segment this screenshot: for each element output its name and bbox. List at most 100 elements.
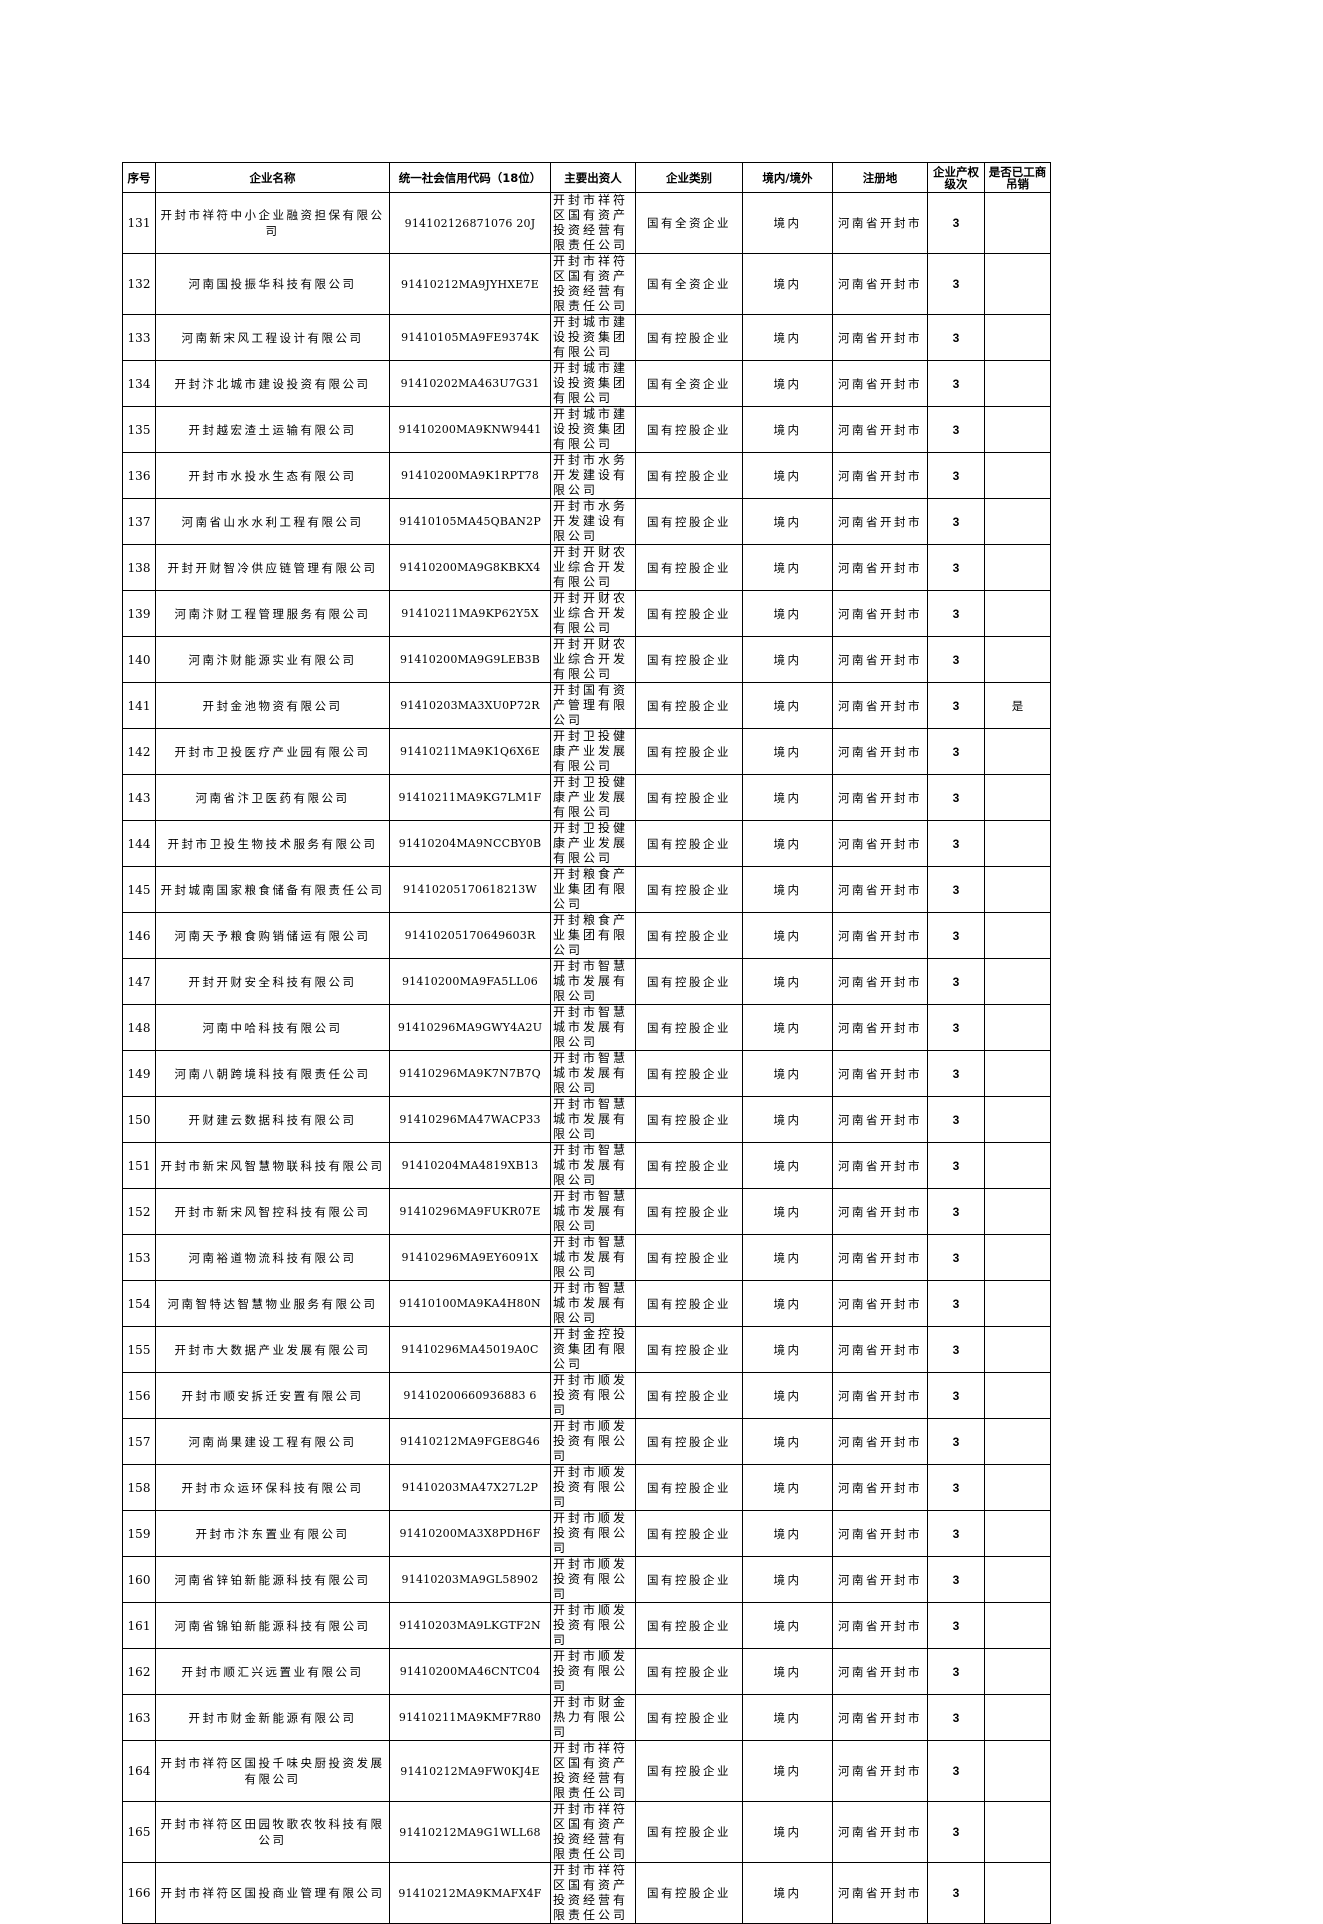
investor-text: 开封市顺发投资有限公司 — [553, 1603, 629, 1648]
type-cell: 国有控股企业 — [635, 636, 743, 683]
header-revoked: 是否已工商吊销 — [984, 162, 1051, 193]
table-row: 132 河南国投振华科技有限公司 91410212MA9JYHXE7E 开封市祥符区国… — [122, 253, 1051, 315]
investor-cell: 开封市顺发投资有限公司 — [550, 1648, 636, 1695]
company-name-cell: 河南汴财能源实业有限公司 — [155, 636, 390, 683]
investor-cell: 开封市祥符区国有资产投资经营有限责任公司 — [550, 253, 636, 315]
registration-cell: 河南省开封市 — [832, 912, 928, 959]
type-cell: 国有控股企业 — [635, 1602, 743, 1649]
level-cell: 3 — [927, 406, 985, 453]
domestic-cell: 境内 — [742, 1694, 833, 1741]
table-row: 137 河南省山水水利工程有限公司 91410105MA45QBAN2P 开封市水务开… — [122, 498, 1051, 545]
investor-cell: 开封市智慧城市发展有限公司 — [550, 1280, 636, 1327]
type-cell: 国有控股企业 — [635, 1464, 743, 1511]
header-level: 企业产权级次 — [927, 162, 985, 193]
revoked-cell — [984, 1004, 1051, 1051]
investor-text: 开封城市建设投资集团有限公司 — [553, 361, 629, 406]
registration-cell: 河南省开封市 — [832, 1464, 928, 1511]
credit-code-cell: 914102126871076 20J — [389, 192, 551, 254]
registration-cell: 河南省开封市 — [832, 1862, 928, 1924]
revoked-cell — [984, 1648, 1051, 1695]
table-row: 142 开封市卫投医疗产业园有限公司 91410211MA9K1Q6X6E 开封卫投健… — [122, 728, 1051, 775]
revoked-cell — [984, 1142, 1051, 1189]
credit-code-cell: 91410211MA9KMF7R80 — [389, 1694, 551, 1741]
company-name-cell: 开封市祥符区田园牧歌农牧科技有限公司 — [155, 1801, 390, 1863]
revoked-cell — [984, 314, 1051, 361]
registration-cell: 河南省开封市 — [832, 1326, 928, 1373]
table-row: 131 开封市祥符中小企业融资担保有限公司 914102126871076 20J 开… — [122, 192, 1051, 254]
table-row: 157 河南尚果建设工程有限公司 91410212MA9FGE8G46 开封市顺发投资… — [122, 1418, 1051, 1465]
credit-code-cell: 91410203MA9GL58902 — [389, 1556, 551, 1603]
credit-code-cell: 91410296MA9EY6091X — [389, 1234, 551, 1281]
table-row: 164 开封市祥符区国投千味央厨投资发展有限公司 91410212MA9FW0KJ4… — [122, 1740, 1051, 1802]
level-cell: 3 — [927, 1602, 985, 1649]
type-cell: 国有控股企业 — [635, 1418, 743, 1465]
investor-text: 开封开财农业综合开发有限公司 — [553, 545, 629, 590]
domestic-cell: 境内 — [742, 820, 833, 867]
investor-text: 开封金控投资集团有限公司 — [553, 1327, 629, 1372]
company-name-cell: 河南智特达智慧物业服务有限公司 — [155, 1280, 390, 1327]
seq-cell: 161 — [122, 1602, 156, 1649]
seq-cell: 154 — [122, 1280, 156, 1327]
level-cell: 3 — [927, 1556, 985, 1603]
domestic-cell: 境内 — [742, 1862, 833, 1924]
level-cell: 3 — [927, 1694, 985, 1741]
company-name-cell: 开封开财智冷供应链管理有限公司 — [155, 544, 390, 591]
seq-cell: 145 — [122, 866, 156, 913]
level-cell: 3 — [927, 314, 985, 361]
seq-cell: 148 — [122, 1004, 156, 1051]
revoked-cell — [984, 1372, 1051, 1419]
credit-code-cell: 91410200MA9K1RPT78 — [389, 452, 551, 499]
seq-cell: 134 — [122, 360, 156, 407]
table-row: 141 开封金池物资有限公司 91410203MA3XU0P72R 开封国有资产管理有… — [122, 682, 1051, 729]
revoked-cell — [984, 912, 1051, 959]
investor-cell: 开封市祥符区国有资产投资经营有限责任公司 — [550, 1801, 636, 1863]
investor-cell: 开封开财农业综合开发有限公司 — [550, 590, 636, 637]
header-row: 序号 企业名称 统一社会信用代码（18位） 主要出资人 企业类别 境内/境外 注… — [122, 162, 1051, 193]
revoked-cell: 是 — [984, 682, 1051, 729]
investor-cell: 开封市祥符区国有资产投资经营有限责任公司 — [550, 1740, 636, 1802]
domestic-cell: 境内 — [742, 1648, 833, 1695]
company-name-cell: 开封市祥符区国投商业管理有限公司 — [155, 1862, 390, 1924]
type-cell: 国有控股企业 — [635, 1740, 743, 1802]
investor-cell: 开封市智慧城市发展有限公司 — [550, 1234, 636, 1281]
investor-text: 开封市智慧城市发展有限公司 — [553, 1097, 629, 1142]
level-cell: 3 — [927, 498, 985, 545]
type-cell: 国有控股企业 — [635, 1862, 743, 1924]
seq-cell: 142 — [122, 728, 156, 775]
table-row: 155 开封市大数据产业发展有限公司 91410296MA45019A0C 开封金控投… — [122, 1326, 1051, 1373]
company-name-cell: 开财建云数据科技有限公司 — [155, 1096, 390, 1143]
registration-cell: 河南省开封市 — [832, 1694, 928, 1741]
credit-code-cell: 91410211MA9KP62Y5X — [389, 590, 551, 637]
credit-code-cell: 91410202MA463U7G31 — [389, 360, 551, 407]
level-cell: 3 — [927, 682, 985, 729]
credit-code-cell: 91410296MA45019A0C — [389, 1326, 551, 1373]
registration-cell: 河南省开封市 — [832, 498, 928, 545]
credit-code-cell: 91410212MA9JYHXE7E — [389, 253, 551, 315]
level-cell: 3 — [927, 1188, 985, 1235]
level-cell: 3 — [927, 253, 985, 315]
credit-code-cell: 91410200MA9G9LEB3B — [389, 636, 551, 683]
domestic-cell: 境内 — [742, 498, 833, 545]
credit-code-cell: 91410212MA9FGE8G46 — [389, 1418, 551, 1465]
registration-cell: 河南省开封市 — [832, 1801, 928, 1863]
table-row: 136 开封市水投水生态有限公司 91410200MA9K1RPT78 开封市水务开发… — [122, 452, 1051, 499]
investor-text: 开封市智慧城市发展有限公司 — [553, 1281, 629, 1326]
table-row: 163 开封市财金新能源有限公司 91410211MA9KMF7R80 开封市财金热力… — [122, 1694, 1051, 1741]
domestic-cell: 境内 — [742, 774, 833, 821]
company-name-cell: 开封市众运环保科技有限公司 — [155, 1464, 390, 1511]
type-cell: 国有控股企业 — [635, 1372, 743, 1419]
investor-text: 开封市祥符区国有资产投资经营有限责任公司 — [553, 1741, 629, 1801]
company-name-cell: 河南新宋风工程设计有限公司 — [155, 314, 390, 361]
investor-cell: 开封开财农业综合开发有限公司 — [550, 544, 636, 591]
type-cell: 国有控股企业 — [635, 1050, 743, 1097]
level-cell: 3 — [927, 1740, 985, 1802]
investor-text: 开封国有资产管理有限公司 — [553, 683, 629, 728]
table-row: 158 开封市众运环保科技有限公司 91410203MA47X27L2P 开封市顺发投… — [122, 1464, 1051, 1511]
registration-cell: 河南省开封市 — [832, 590, 928, 637]
investor-text: 开封市智慧城市发展有限公司 — [553, 1051, 629, 1096]
investor-cell: 开封市智慧城市发展有限公司 — [550, 1004, 636, 1051]
revoked-cell — [984, 1464, 1051, 1511]
investor-text: 开封市顺发投资有限公司 — [553, 1465, 629, 1510]
level-cell: 3 — [927, 1510, 985, 1557]
domestic-cell: 境内 — [742, 1464, 833, 1511]
